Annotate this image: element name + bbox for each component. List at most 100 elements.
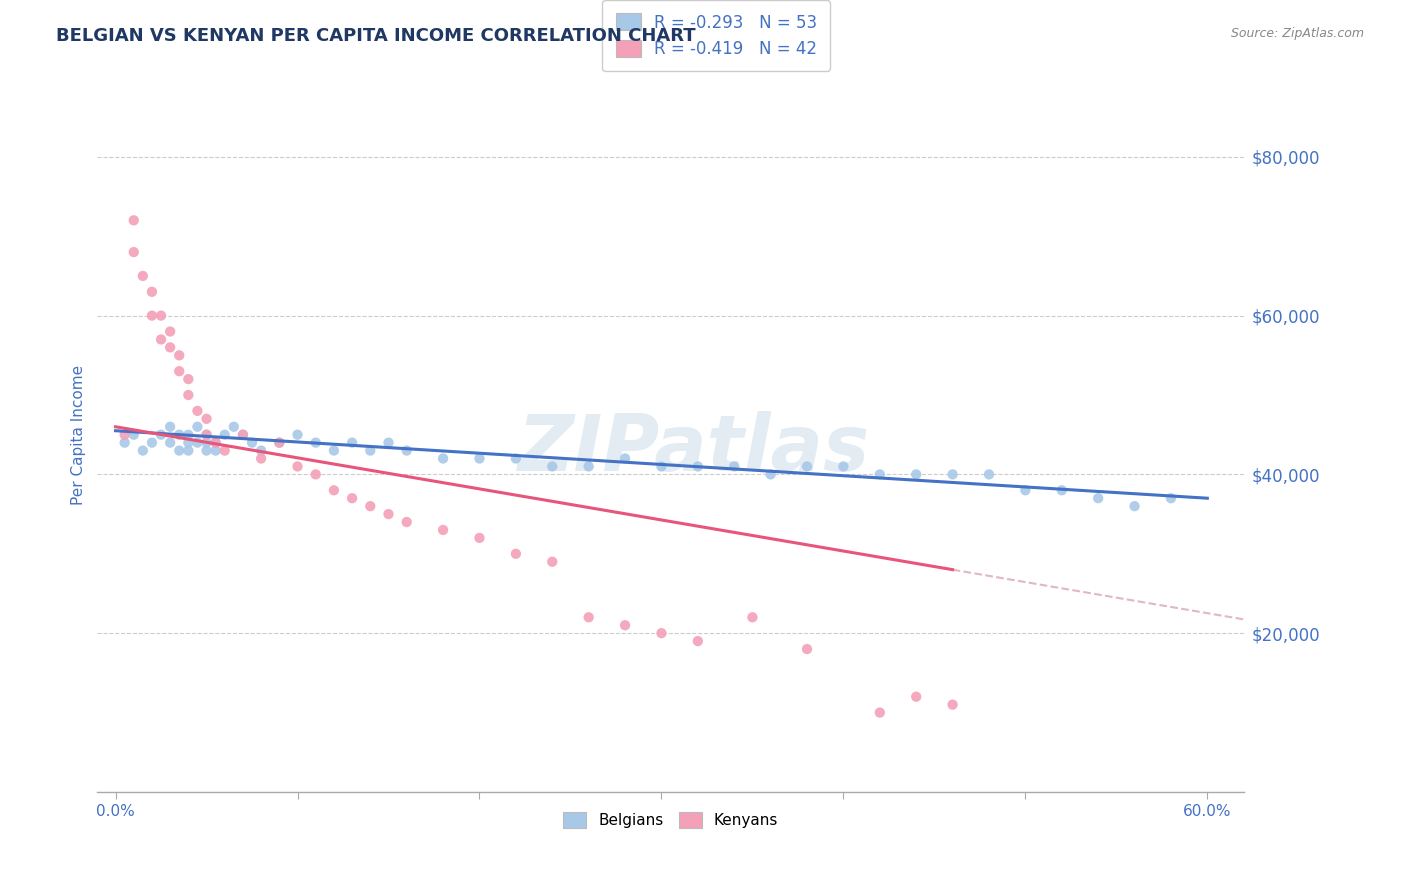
Point: [650, 626, 672, 640]
Point: [204, 443, 226, 458]
Point: [114, 435, 136, 450]
Point: [468, 451, 491, 466]
Point: [167, 427, 190, 442]
Point: [796, 642, 818, 657]
Point: [204, 435, 226, 450]
Point: [541, 555, 564, 569]
Point: [723, 459, 745, 474]
Point: [650, 459, 672, 474]
Point: [195, 435, 218, 450]
Point: [977, 467, 1000, 482]
Point: [322, 483, 344, 498]
Point: [905, 690, 928, 704]
Point: [905, 467, 928, 482]
Point: [614, 451, 637, 466]
Point: [122, 245, 145, 260]
Text: Source: ZipAtlas.com: Source: ZipAtlas.com: [1230, 27, 1364, 40]
Point: [432, 451, 454, 466]
Point: [177, 443, 200, 458]
Point: [1160, 491, 1182, 506]
Point: [177, 372, 200, 386]
Point: [159, 435, 181, 450]
Point: [159, 325, 181, 339]
Point: [195, 427, 218, 442]
Point: [869, 467, 891, 482]
Point: [186, 419, 208, 434]
Point: [1050, 483, 1073, 498]
Point: [141, 309, 163, 323]
Point: [150, 333, 173, 347]
Point: [686, 634, 709, 648]
Point: [186, 404, 208, 418]
Point: [832, 459, 855, 474]
Point: [214, 427, 236, 442]
Point: [359, 443, 381, 458]
Point: [322, 443, 344, 458]
Point: [578, 610, 600, 624]
Point: [159, 419, 181, 434]
Point: [167, 443, 190, 458]
Point: [195, 443, 218, 458]
Point: [340, 435, 363, 450]
Point: [269, 435, 291, 450]
Point: [741, 610, 763, 624]
Text: ZIPatlas: ZIPatlas: [517, 411, 869, 487]
Point: [141, 435, 163, 450]
Point: [869, 706, 891, 720]
Point: [686, 459, 709, 474]
Point: [942, 698, 965, 712]
Point: [942, 467, 965, 482]
Point: [240, 435, 263, 450]
Point: [195, 412, 218, 426]
Text: BELGIAN VS KENYAN PER CAPITA INCOME CORRELATION CHART: BELGIAN VS KENYAN PER CAPITA INCOME CORR…: [56, 27, 696, 45]
Point: [177, 435, 200, 450]
Point: [505, 547, 527, 561]
Point: [186, 435, 208, 450]
Point: [167, 348, 190, 362]
Point: [250, 443, 273, 458]
Point: [1123, 499, 1146, 513]
Point: [377, 435, 399, 450]
Point: [177, 427, 200, 442]
Point: [167, 364, 190, 378]
Point: [214, 443, 236, 458]
Y-axis label: Per Capita Income: Per Capita Income: [72, 365, 86, 505]
Point: [204, 435, 226, 450]
Point: [395, 515, 418, 529]
Point: [122, 427, 145, 442]
Point: [250, 451, 273, 466]
Point: [122, 213, 145, 227]
Point: [614, 618, 637, 632]
Point: [195, 427, 218, 442]
Point: [1014, 483, 1036, 498]
Point: [287, 459, 309, 474]
Point: [222, 419, 245, 434]
Point: [578, 459, 600, 474]
Point: [232, 427, 254, 442]
Point: [377, 507, 399, 521]
Point: [132, 268, 155, 283]
Point: [395, 443, 418, 458]
Legend: Belgians, Kenyans: Belgians, Kenyans: [557, 806, 785, 834]
Point: [269, 435, 291, 450]
Point: [159, 340, 181, 354]
Point: [359, 499, 381, 513]
Point: [150, 427, 173, 442]
Point: [505, 451, 527, 466]
Point: [1087, 491, 1109, 506]
Point: [132, 443, 155, 458]
Point: [141, 285, 163, 299]
Point: [432, 523, 454, 537]
Point: [305, 467, 328, 482]
Point: [114, 427, 136, 442]
Point: [177, 388, 200, 402]
Point: [759, 467, 782, 482]
Point: [232, 427, 254, 442]
Point: [796, 459, 818, 474]
Point: [305, 435, 328, 450]
Point: [287, 427, 309, 442]
Point: [340, 491, 363, 506]
Point: [150, 309, 173, 323]
Point: [541, 459, 564, 474]
Point: [468, 531, 491, 545]
